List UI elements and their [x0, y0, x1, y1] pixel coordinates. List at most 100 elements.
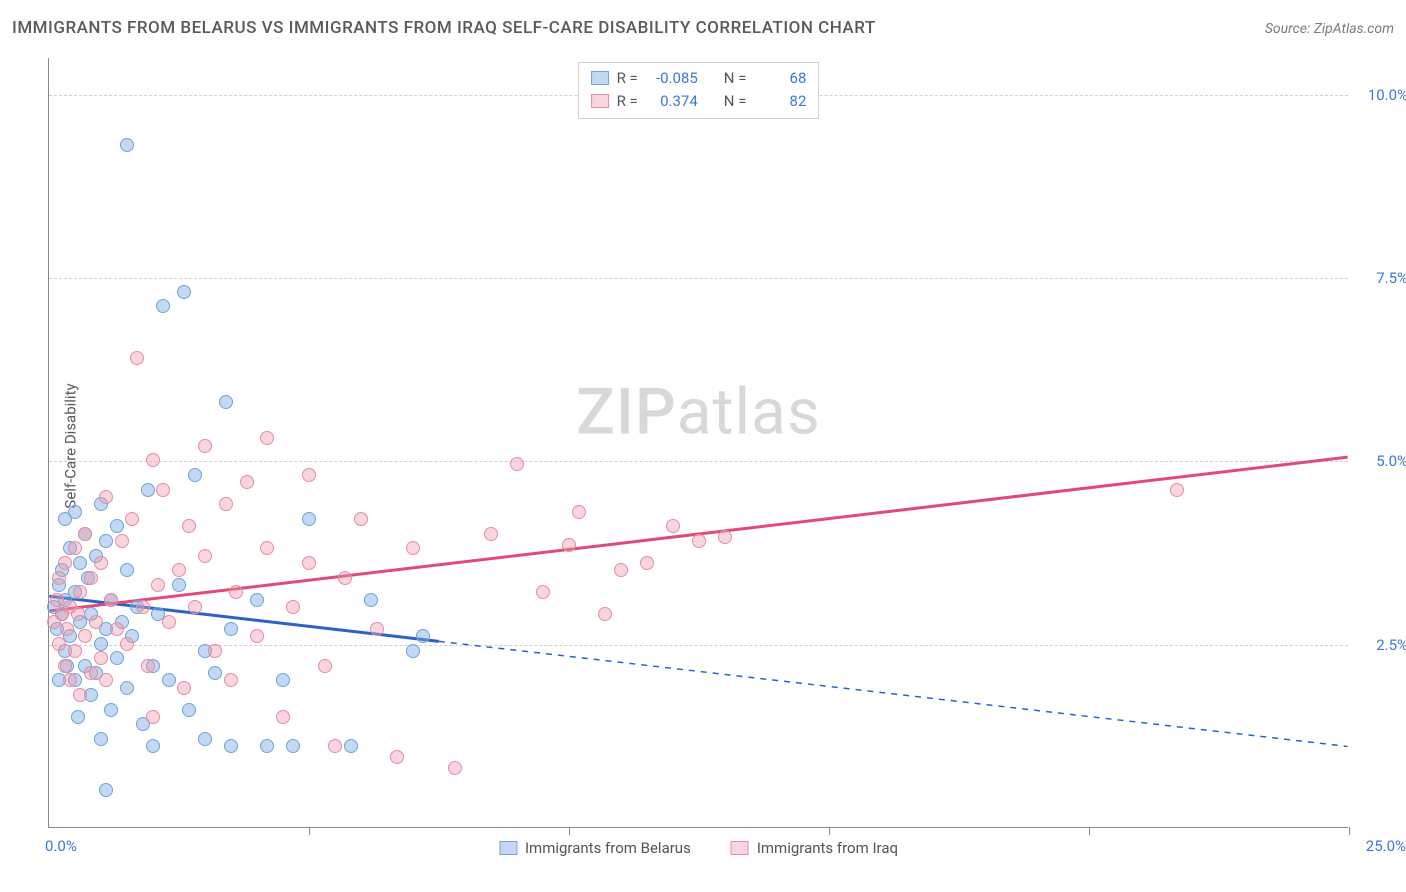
data-point-belarus [84, 607, 98, 621]
trend-line-iraq [49, 457, 1347, 611]
data-point-iraq [240, 475, 254, 489]
data-point-belarus [73, 556, 87, 570]
data-point-belarus [364, 593, 378, 607]
data-point-iraq [302, 556, 316, 570]
r-value-iraq: 0.374 [646, 90, 698, 113]
plot-area: ZIPatlas 2.5%5.0%7.5%10.0% 0.0% 25.0% R … [48, 58, 1348, 828]
data-point-iraq [182, 519, 196, 533]
data-point-iraq [229, 585, 243, 599]
data-point-belarus [120, 138, 134, 152]
data-point-iraq [536, 585, 550, 599]
trend-line-belarus [49, 596, 438, 641]
data-point-belarus [94, 732, 108, 746]
data-point-iraq [99, 490, 113, 504]
n-label: N = [724, 67, 747, 90]
data-point-belarus [89, 549, 103, 563]
data-point-iraq [640, 556, 654, 570]
data-point-iraq [156, 483, 170, 497]
data-point-iraq [47, 615, 61, 629]
data-point-iraq [63, 673, 77, 687]
data-point-iraq [318, 659, 332, 673]
data-point-iraq [99, 673, 113, 687]
data-point-belarus [58, 512, 72, 526]
data-point-iraq [208, 644, 222, 658]
data-point-iraq [136, 600, 150, 614]
data-point-belarus [94, 497, 108, 511]
data-point-belarus [198, 644, 212, 658]
data-point-iraq [198, 439, 212, 453]
data-point-iraq [484, 527, 498, 541]
gridline [49, 461, 1348, 462]
data-point-belarus [162, 673, 176, 687]
data-point-iraq [250, 629, 264, 643]
legend-item-iraq: Immigrants from Iraq [731, 839, 898, 857]
data-point-iraq [162, 615, 176, 629]
data-point-iraq [260, 541, 274, 555]
n-value-iraq: 82 [754, 90, 806, 113]
data-point-belarus [182, 703, 196, 717]
chart-header: IMMIGRANTS FROM BELARUS VS IMMIGRANTS FR… [12, 18, 1394, 38]
data-point-belarus [177, 285, 191, 299]
data-point-belarus [115, 615, 129, 629]
ytick-label: 10.0% [1353, 86, 1406, 104]
data-point-belarus [68, 505, 82, 519]
data-point-iraq [110, 622, 124, 636]
legend-row-belarus: R = -0.085 N = 68 [591, 67, 807, 90]
x-max-label: 25.0% [1366, 837, 1406, 855]
data-point-belarus [130, 600, 144, 614]
data-point-belarus [68, 673, 82, 687]
data-point-belarus [172, 578, 186, 592]
data-point-iraq [718, 530, 732, 544]
data-point-iraq [60, 622, 74, 636]
data-point-iraq [328, 739, 342, 753]
data-point-iraq [52, 571, 66, 585]
data-point-belarus [416, 629, 430, 643]
data-point-belarus [50, 622, 64, 636]
data-point-belarus [188, 468, 202, 482]
data-point-belarus [219, 395, 233, 409]
data-point-iraq [390, 750, 404, 764]
data-point-belarus [344, 739, 358, 753]
source-attribution: Source: ZipAtlas.com [1265, 21, 1394, 37]
r-label: R = [617, 67, 638, 90]
data-point-iraq [260, 431, 274, 445]
data-point-iraq [68, 644, 82, 658]
data-point-belarus [104, 703, 118, 717]
data-point-belarus [47, 600, 61, 614]
data-point-belarus [63, 541, 77, 555]
scatter-points-layer [49, 58, 1348, 827]
data-point-belarus [224, 739, 238, 753]
trend-line-dashed-belarus [439, 641, 1348, 746]
data-point-iraq [286, 600, 300, 614]
data-point-iraq [219, 497, 233, 511]
data-point-iraq [78, 527, 92, 541]
n-value-belarus: 68 [754, 67, 806, 90]
correlation-legend: R = -0.085 N = 68 R = 0.374 N = 82 [578, 62, 820, 119]
data-point-iraq [338, 571, 352, 585]
data-point-iraq [666, 519, 680, 533]
data-point-iraq [354, 512, 368, 526]
data-point-iraq [276, 710, 290, 724]
data-point-belarus [89, 666, 103, 680]
data-point-belarus [250, 593, 264, 607]
data-point-belarus [58, 644, 72, 658]
data-point-belarus [260, 739, 274, 753]
data-point-belarus [224, 622, 238, 636]
data-point-belarus [208, 666, 222, 680]
data-point-iraq [572, 505, 586, 519]
xtick [1089, 827, 1090, 835]
data-point-iraq [84, 666, 98, 680]
data-point-iraq [448, 761, 462, 775]
data-point-belarus [55, 607, 69, 621]
watermark: ZIPatlas [576, 374, 821, 449]
xtick [309, 827, 310, 835]
ytick-label: 2.5% [1353, 636, 1406, 654]
data-point-iraq [104, 593, 118, 607]
ytick-label: 7.5% [1353, 269, 1406, 287]
data-point-belarus [146, 739, 160, 753]
data-point-iraq [94, 556, 108, 570]
data-point-iraq [198, 549, 212, 563]
data-point-belarus [104, 593, 118, 607]
data-point-iraq [172, 563, 186, 577]
data-point-belarus [125, 629, 139, 643]
